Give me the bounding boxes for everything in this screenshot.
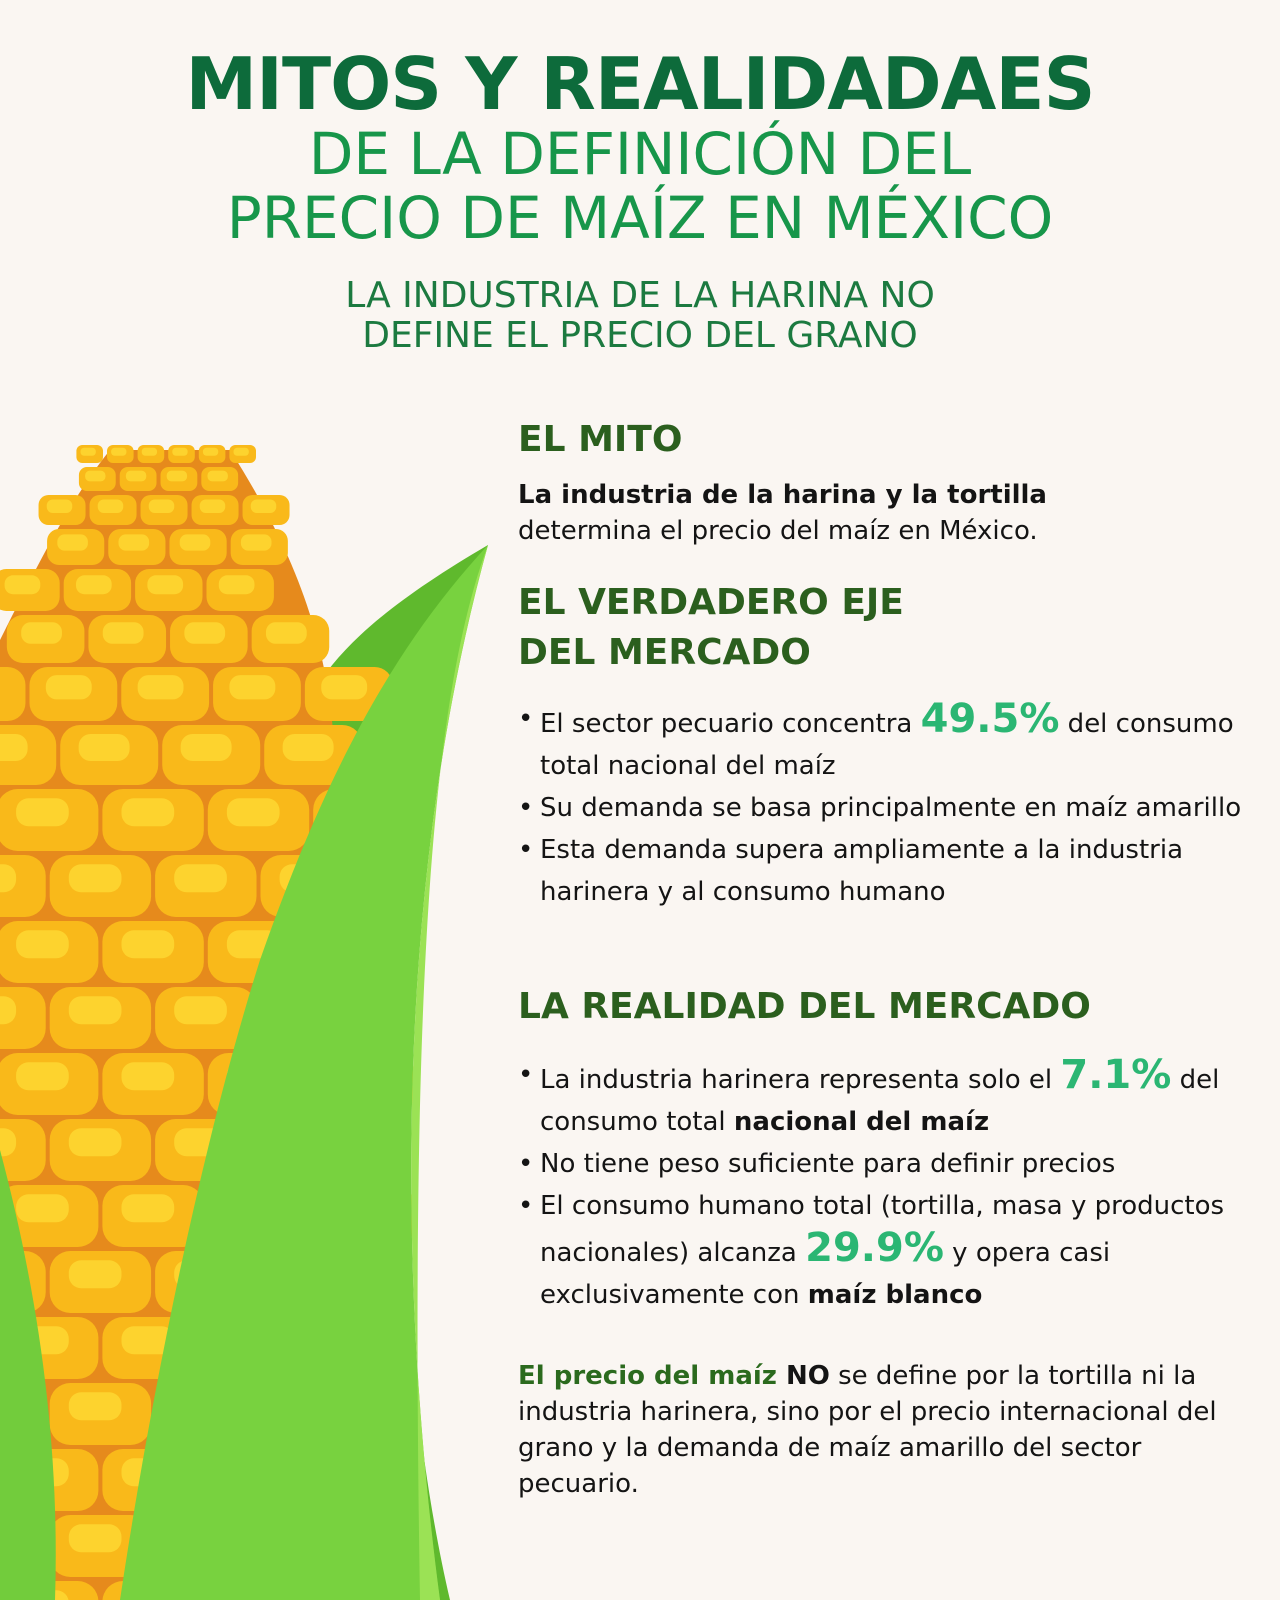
kernel-highlight: [78, 734, 130, 761]
axis-heading: EL VERDADERO EJE DEL MERCADO: [518, 582, 904, 673]
kernel-highlight: [226, 798, 280, 827]
myth-bold: La industria de la harina y la tortilla: [518, 480, 1047, 510]
kernel-highlight: [184, 622, 226, 644]
kernel-highlight: [121, 930, 175, 959]
kernel-highlight: [16, 798, 69, 827]
kernel-highlight: [68, 1128, 122, 1157]
kernel-highlight: [121, 1326, 175, 1355]
myth-text: determina el precio del maíz en México.: [518, 516, 1038, 546]
kernel-highlight: [46, 499, 73, 513]
list-item: No tiene peso suficiente para definir pr…: [518, 1143, 1258, 1185]
kernel-highlight: [0, 734, 28, 761]
subtitle: DE LA DEFINICIÓN DEL PRECIO DE MAÍZ EN MÉ…: [0, 122, 1280, 250]
reality-heading: LA REALIDAD DEL MERCADO: [518, 986, 1091, 1027]
kernel-highlight: [172, 447, 188, 456]
title: MITOS Y REALIDADAES: [185, 42, 1096, 126]
myth-section: EL MITO La industria de la harina y la t…: [518, 415, 1258, 549]
percent-7: 7.1%: [1060, 1052, 1172, 1098]
kernel-highlight: [4, 575, 41, 595]
kernel-highlight: [174, 996, 227, 1025]
right-leaf: [120, 545, 488, 1600]
kernel-highlight: [199, 499, 226, 513]
kernel-highlight: [16, 930, 69, 959]
kernel-highlight: [174, 864, 227, 893]
conclusion: El precio del maíz NO se define por la t…: [518, 1361, 1217, 1499]
kernel-highlight: [45, 675, 92, 700]
kernel-highlight: [102, 622, 144, 644]
kernel-highlight: [282, 734, 334, 761]
myth-heading: EL MITO: [518, 419, 683, 460]
kernel-highlight: [68, 1392, 122, 1421]
kernel-highlight: [233, 447, 249, 456]
list-item: El sector pecuario concentra 49.5% del c…: [518, 698, 1258, 787]
leaf-highlight: [411, 545, 488, 1600]
kernel-highlight: [75, 575, 112, 595]
kernel-highlight: [121, 1194, 175, 1223]
kernel-highlight: [68, 1524, 122, 1553]
tagline-line: DEFINE EL PRECIO DEL GRANO: [362, 315, 918, 356]
left-leaf-front: [0, 1150, 56, 1600]
tagline-line: LA INDUSTRIA DE LA HARINA NO: [345, 275, 935, 316]
kernel-highlight: [111, 447, 127, 456]
kernel-highlight: [321, 675, 368, 700]
subtitle-line: DE LA DEFINICIÓN DEL: [308, 120, 972, 188]
kernel-highlight: [147, 575, 184, 595]
kernel-highlight: [68, 1260, 122, 1289]
subtitle-line: PRECIO DE MAÍZ EN MÉXICO: [226, 184, 1054, 252]
kernel-highlight: [265, 622, 307, 644]
kernel-highlight: [16, 1062, 69, 1091]
kernel-highlight: [68, 864, 122, 893]
kernel-highlight: [97, 499, 124, 513]
kernel-highlight: [21, 622, 62, 644]
kernel-highlight: [240, 534, 272, 551]
list-item: El consumo humano total (tortilla, masa …: [518, 1185, 1258, 1316]
percent-49: 49.5%: [920, 696, 1060, 742]
kernel-highlight: [85, 470, 106, 482]
list-item: Esta demanda supera ampliamente a la ind…: [518, 829, 1258, 913]
list-item: Su demanda se basa principalmente en maí…: [518, 787, 1258, 829]
kernel-highlight: [207, 470, 228, 482]
corn-kernel: [0, 667, 26, 721]
kernel-highlight: [218, 575, 255, 595]
kernel-highlight: [121, 798, 175, 827]
kernel-highlight: [148, 499, 175, 513]
kernel-highlight: [250, 499, 277, 513]
list-item: La industria harinera representa solo el…: [518, 1054, 1258, 1143]
kernel-highlight: [0, 1128, 17, 1157]
kernel-highlight: [57, 534, 88, 551]
kernel-highlight: [202, 447, 219, 456]
corn-illustration: [0, 445, 488, 1600]
kernel-highlight: [0, 996, 17, 1025]
kernel-highlight: [125, 470, 147, 482]
kernel-highlight: [0, 864, 17, 893]
kernel-highlight: [80, 447, 96, 456]
kernel-highlight: [141, 447, 158, 456]
kernel-highlight: [166, 470, 188, 482]
kernel-highlight: [180, 734, 232, 761]
reality-section: LA REALIDAD DEL MERCADO La industria har…: [518, 982, 1258, 1316]
percent-29: 29.9%: [805, 1225, 944, 1271]
kernel-highlight: [16, 1194, 69, 1223]
tagline: LA INDUSTRIA DE LA HARINA NO DEFINE EL PR…: [0, 276, 1280, 356]
kernel-highlight: [179, 534, 211, 551]
kernel-highlight: [121, 1062, 175, 1091]
kernel-highlight: [229, 675, 276, 700]
kernel-highlight: [137, 675, 184, 700]
kernel-highlight: [68, 996, 122, 1025]
kernel-highlight: [118, 534, 150, 551]
